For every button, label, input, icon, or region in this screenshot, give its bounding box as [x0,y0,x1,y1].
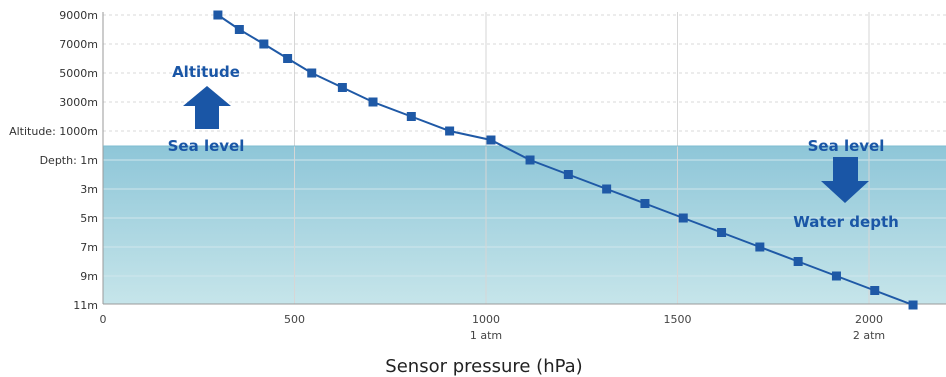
data-point-marker [283,54,293,63]
data-point-marker [831,271,841,281]
down-arrow-icon [821,157,869,203]
data-point-marker [445,126,455,136]
y-tick-label: 3000m [59,96,98,109]
y-tick-label: 3m [80,183,98,196]
x-tick-label: 500 [284,313,305,326]
data-point-marker [307,68,317,78]
y-tick-label: 5m [80,212,98,225]
data-point-marker [678,213,688,223]
x-tick-label: 1500 [664,313,692,326]
grid [103,12,946,304]
y-tick-label: Altitude: 1000m [9,125,98,138]
data-point-marker [793,257,803,266]
y-tick-label: Depth: 1m [40,154,98,167]
data-point-marker [870,286,880,295]
water-region [103,146,946,304]
data-point-marker [259,39,269,49]
y-tick-label: 9000m [59,9,98,22]
up-arrow-icon [183,86,231,129]
y-tick-label: 7m [80,241,98,254]
data-point-marker [525,155,535,165]
data-point-marker [406,112,416,121]
data-point-marker [640,199,650,208]
axes [102,12,946,305]
x-tick-label: 0 [100,313,107,326]
altitude-annotation: Altitude [172,63,240,81]
sea-level-annotation-right: Sea level [808,137,885,155]
x-tick-label: 2000 [855,313,883,326]
water-depth-annotation: Water depth [793,213,899,231]
data-point-marker [908,300,918,310]
data-point-marker [337,83,347,92]
sea-level-annotation-left: Sea level [168,137,245,155]
data-point-marker [563,170,573,179]
x-tick-label: 1000 [472,313,500,326]
y-tick-label: 9m [80,270,98,283]
y-tick-label: 7000m [59,38,98,51]
x-tick-labels: 0 500 1000 1 atm 1500 2000 2 atm [100,313,886,342]
data-point-marker [213,10,223,20]
y-tick-label: 5000m [59,67,98,80]
y-tick-labels: 9000m 7000m 5000m 3000m Altitude: 1000m Depth… [9,9,98,312]
data-point-marker [755,242,765,252]
x-axis-title: Sensor pressure (hPa) [385,356,582,377]
data-point-marker [717,228,727,237]
x-tick-sublabel: 2 atm [853,329,885,342]
data-point-marker [486,135,496,145]
data-point-marker [602,184,612,194]
y-tick-label: 11m [73,299,98,312]
pressure-series-markers [213,10,918,310]
data-point-marker [368,97,378,107]
data-point-marker [234,25,244,34]
x-tick-sublabel: 1 atm [470,329,502,342]
